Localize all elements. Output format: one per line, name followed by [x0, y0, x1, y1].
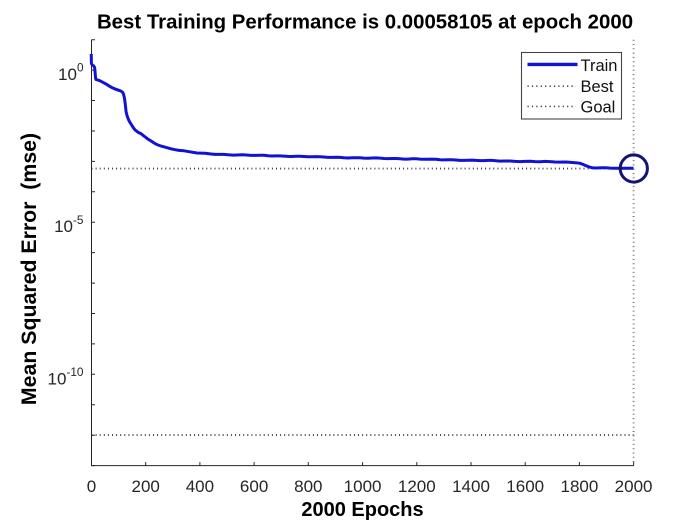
svg-text:Mean Squared Error (mse): Mean Squared Error (mse): [17, 133, 41, 405]
svg-text:Best: Best: [581, 78, 614, 96]
svg-text:200: 200: [132, 477, 160, 496]
svg-text:600: 600: [240, 477, 268, 496]
svg-text:800: 800: [294, 477, 322, 496]
svg-text:400: 400: [186, 477, 214, 496]
svg-text:1000: 1000: [344, 477, 382, 496]
svg-text:0: 0: [87, 477, 96, 496]
svg-text:Train: Train: [581, 57, 618, 75]
svg-text:2000 Epochs: 2000 Epochs: [301, 499, 423, 521]
svg-text:Best Training Performance is 0: Best Training Performance is 0.00058105 …: [97, 12, 633, 34]
svg-text:Goal: Goal: [581, 98, 616, 116]
svg-text:1400: 1400: [452, 477, 490, 496]
svg-text:1800: 1800: [560, 477, 598, 496]
svg-text:2000: 2000: [615, 477, 653, 496]
svg-text:1200: 1200: [398, 477, 436, 496]
svg-text:1600: 1600: [506, 477, 544, 496]
